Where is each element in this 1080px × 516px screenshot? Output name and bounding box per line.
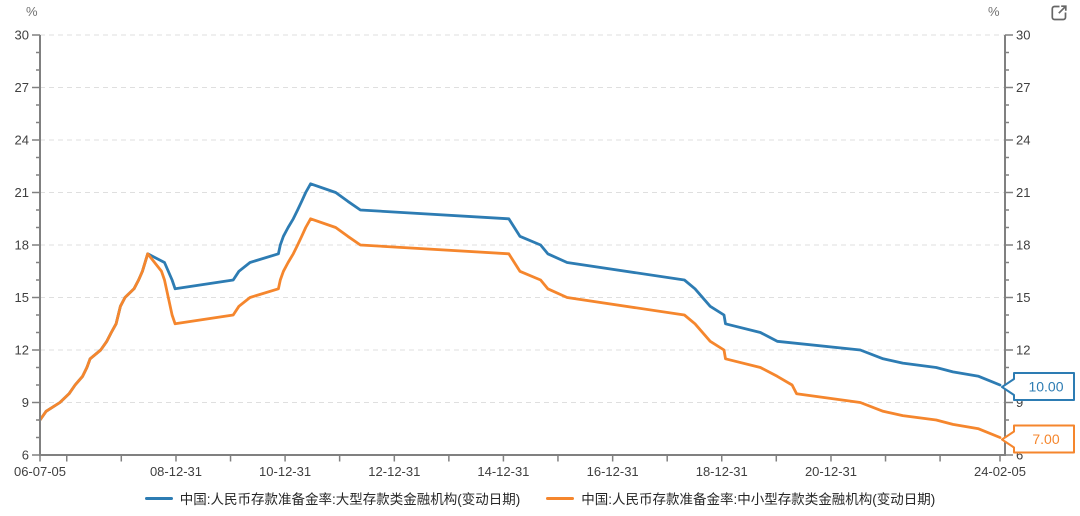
x-axis: 06-07-05 08-12-31 10-12-31 12-12-31 14-12-31…	[14, 455, 1026, 479]
svg-text:24: 24	[1016, 133, 1030, 148]
svg-text:14-12-31: 14-12-31	[477, 464, 529, 479]
svg-text:18-12-31: 18-12-31	[696, 464, 748, 479]
legend-label-large-institutions: 中国:人民币存款准备金率:大型存款类金融机构(变动日期)	[179, 492, 521, 507]
svg-text:21: 21	[1016, 185, 1030, 200]
y-axis-unit-right: %	[988, 4, 1000, 19]
legend-item-large-institutions[interactable]: 中国:人民币存款准备金率:大型存款类金融机构(变动日期)	[144, 488, 521, 508]
y-axis-right: 6 9 12 15 18 21 24 27 30	[1005, 28, 1030, 463]
svg-text:24: 24	[15, 133, 29, 148]
svg-text:18: 18	[15, 238, 29, 253]
svg-text:9: 9	[1016, 395, 1023, 410]
legend-label-small-medium-institutions: 中国:人民币存款准备金率:中小型存款类金融机构(变动日期)	[581, 492, 936, 507]
svg-text:12-12-31: 12-12-31	[368, 464, 420, 479]
svg-text:15: 15	[1016, 290, 1030, 305]
svg-text:20-12-31: 20-12-31	[805, 464, 857, 479]
svg-text:30: 30	[1016, 28, 1030, 43]
svg-text:10.00: 10.00	[1028, 379, 1063, 395]
legend-swatch-large-institutions	[144, 496, 173, 500]
chart-legend: 中国:人民币存款准备金率:大型存款类金融机构(变动日期) 中国:人民币存款准备金…	[0, 487, 1080, 509]
svg-text:27: 27	[15, 80, 29, 95]
svg-text:06-07-05: 06-07-05	[14, 464, 66, 479]
svg-text:27: 27	[1016, 80, 1030, 95]
legend-item-small-medium-institutions[interactable]: 中国:人民币存款准备金率:中小型存款类金融机构(变动日期)	[546, 488, 935, 508]
svg-text:7.00: 7.00	[1032, 431, 1059, 447]
series-line-small-medium-institutions	[38, 217, 1002, 439]
svg-text:30: 30	[15, 28, 29, 43]
y-gridlines	[40, 34, 1005, 403]
svg-text:21: 21	[15, 185, 29, 200]
svg-text:6: 6	[1016, 448, 1023, 463]
end-value-badge-small-medium-institutions: 7.00	[1001, 424, 1075, 454]
y-axis-unit-left: %	[26, 4, 38, 19]
svg-text:15: 15	[15, 290, 29, 305]
svg-text:6: 6	[22, 448, 29, 463]
svg-text:18: 18	[1016, 238, 1030, 253]
svg-text:9: 9	[22, 395, 29, 410]
svg-text:12: 12	[15, 343, 29, 358]
svg-text:12: 12	[1016, 343, 1030, 358]
svg-text:24-02-05: 24-02-05	[974, 464, 1026, 479]
svg-text:16-12-31: 16-12-31	[587, 464, 639, 479]
svg-text:10-12-31: 10-12-31	[259, 464, 311, 479]
series-line-large-institutions	[38, 182, 1002, 422]
svg-text:08-12-31: 08-12-31	[150, 464, 202, 479]
external-link-icon[interactable]	[1049, 3, 1069, 28]
y-axis-left: 6 9 12 15 18 21 24 27 30	[15, 28, 40, 463]
legend-swatch-small-medium-institutions	[546, 496, 575, 500]
end-value-badge-large-institutions: 10.00	[1001, 372, 1075, 401]
